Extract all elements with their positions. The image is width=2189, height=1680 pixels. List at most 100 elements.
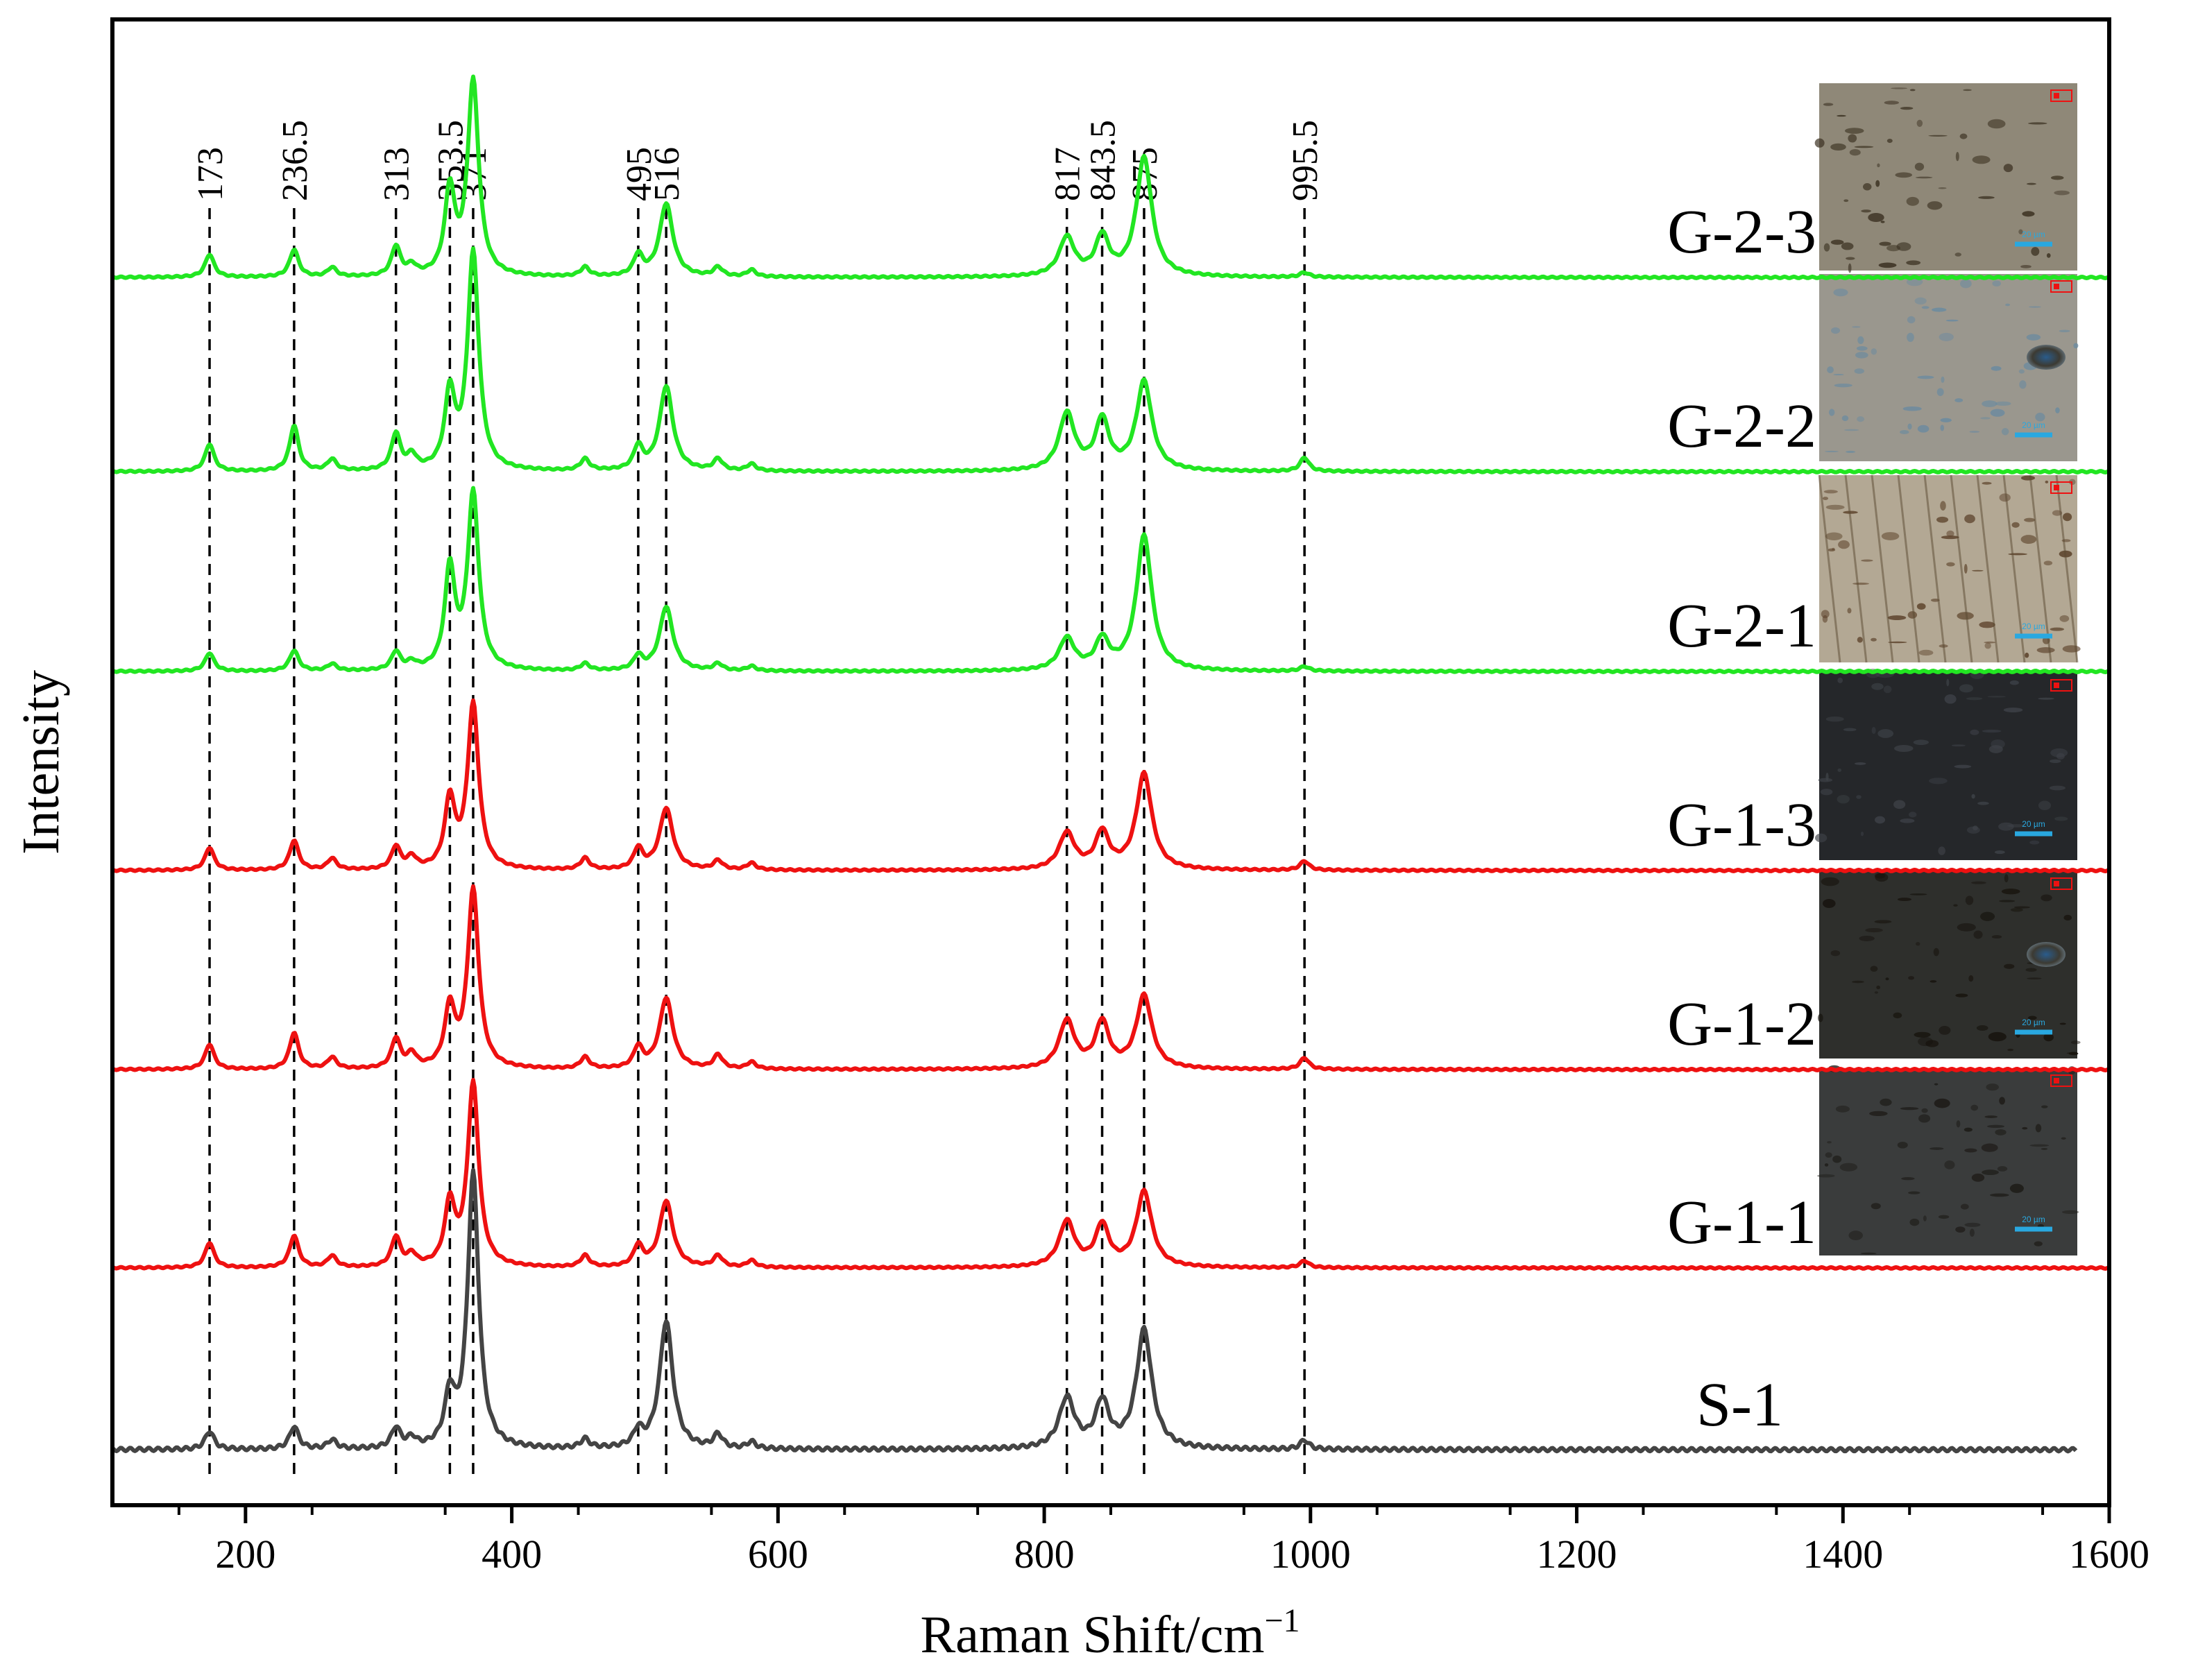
inset-speck	[2009, 1183, 2024, 1193]
inset-speck	[1955, 151, 1959, 162]
inset-speck	[1940, 418, 1952, 422]
inset-speck	[1877, 729, 1894, 738]
inset-speck	[1914, 1031, 1931, 1038]
inset-speck	[1846, 257, 1855, 260]
inset-speck	[1871, 683, 1884, 690]
inset-speck	[2011, 522, 2020, 528]
inset-speck	[2013, 906, 2030, 909]
inset-speck	[1893, 800, 1906, 809]
inset-speck	[2062, 645, 2081, 653]
peak-marker-label: 371	[454, 147, 494, 201]
inset-speck	[1997, 1166, 2008, 1172]
inset-speck	[1825, 1152, 1832, 1158]
inset-speck	[2046, 253, 2051, 258]
x-tick-label: 1000	[1270, 1532, 1351, 1577]
inset-micrograph: 20 µm	[1818, 474, 2081, 663]
inset-speck	[1860, 1252, 1877, 1255]
inset-streak	[1818, 474, 1841, 663]
inset-speck	[2018, 369, 2025, 374]
inset-speck	[1857, 416, 1865, 422]
inset-speck	[1921, 1108, 1928, 1113]
inset-speck	[1874, 991, 1878, 994]
inset-speck	[2062, 513, 2072, 522]
inset-speck	[1971, 794, 1975, 799]
inset-speck	[1823, 243, 1830, 252]
inset-speck	[1955, 1226, 1966, 1233]
trace-label: G-2-3	[1667, 198, 1816, 266]
inset-speck	[1818, 778, 1833, 782]
inset-speck	[1991, 366, 2002, 371]
inset-speck	[1946, 678, 1950, 687]
inset-speck	[1936, 388, 1944, 396]
inset-speck	[2025, 968, 2037, 972]
inset-feature	[2027, 345, 2066, 370]
inset-marker-box	[2050, 481, 2072, 494]
inset-speck	[1964, 1222, 1981, 1227]
inset-speck	[1944, 694, 1957, 704]
inset-scale-text: 20 µm	[2022, 230, 2045, 239]
inset-speck	[1874, 816, 1886, 824]
inset-speck	[1897, 898, 1911, 902]
inset-speck	[2007, 1048, 2014, 1052]
inset-speck	[1964, 563, 1968, 574]
inset-speck	[1856, 795, 1862, 799]
inset-speck	[2027, 977, 2042, 979]
inset-speck	[1944, 1160, 1955, 1169]
inset-speck	[1814, 833, 1828, 843]
inset-speck	[1854, 762, 1866, 765]
inset-speck	[2038, 800, 2052, 810]
peak-marker-label: 817	[1048, 147, 1088, 201]
inset-speck	[1848, 1231, 1863, 1240]
x-axis-title-main: Raman Shift/cm	[920, 1606, 1264, 1664]
series-line	[112, 486, 2109, 674]
trace-labels: G-2-3 G-2-2 G-2-1 G-1-3 G-1-2 G-1-1 S-1	[1667, 198, 1816, 1439]
inset-speck	[2049, 785, 2066, 791]
inset-speck	[1999, 900, 2016, 902]
series-line	[112, 698, 2109, 873]
inset-speck	[2043, 1033, 2054, 1042]
inset-speck	[2051, 175, 2064, 180]
inset-speck	[2070, 1040, 2081, 1045]
inset-speck	[1896, 242, 1911, 251]
inset-speck	[2003, 164, 2013, 173]
inset-speck	[1895, 172, 1912, 178]
inset-speck	[1832, 547, 1835, 551]
inset-speck	[1982, 1169, 1999, 1176]
inset-speck	[2022, 1126, 2028, 1130]
inset-micrograph: 20 µm	[1817, 871, 2081, 1058]
inset-speck	[1822, 899, 1836, 909]
inset-speck	[1838, 540, 1850, 549]
inset-speck	[1940, 501, 1946, 511]
inset-speck	[1946, 530, 1954, 537]
inset-speck	[1987, 696, 2006, 698]
inset-speck	[1955, 993, 1968, 997]
inset-speck	[2003, 708, 2023, 713]
inset-speck	[1830, 950, 1841, 957]
inset-background	[1819, 673, 2077, 860]
inset-speck	[1921, 306, 1930, 309]
inset-speck	[1821, 877, 1839, 886]
inset-marker-box	[2050, 877, 2072, 890]
inset-speck	[1856, 345, 1868, 351]
inset-speck	[1868, 212, 1884, 223]
inset-speck	[1852, 326, 1861, 328]
inset-speck	[1907, 423, 1912, 430]
inset-speck	[1884, 101, 1899, 105]
inset-speck	[1990, 409, 2005, 417]
inset-speck	[1951, 744, 1966, 747]
inset-speck	[1963, 89, 1972, 92]
inset-speck	[2022, 211, 2035, 217]
inset-speck	[2001, 889, 2020, 895]
inset-streak	[2055, 474, 2079, 663]
inset-speck	[1874, 873, 1886, 879]
inset-speck	[1908, 976, 1915, 980]
inset-speck	[1855, 352, 1868, 359]
inset-speck	[1857, 336, 1864, 345]
inset-speck	[1900, 818, 1915, 823]
inset-speck	[1938, 846, 1945, 855]
inset-speck	[1946, 562, 1955, 567]
inset-speck	[1960, 1203, 1969, 1210]
trace-label: G-1-2	[1667, 990, 1816, 1058]
inset-speck	[2054, 190, 2070, 196]
inset-speck	[2004, 963, 2015, 969]
